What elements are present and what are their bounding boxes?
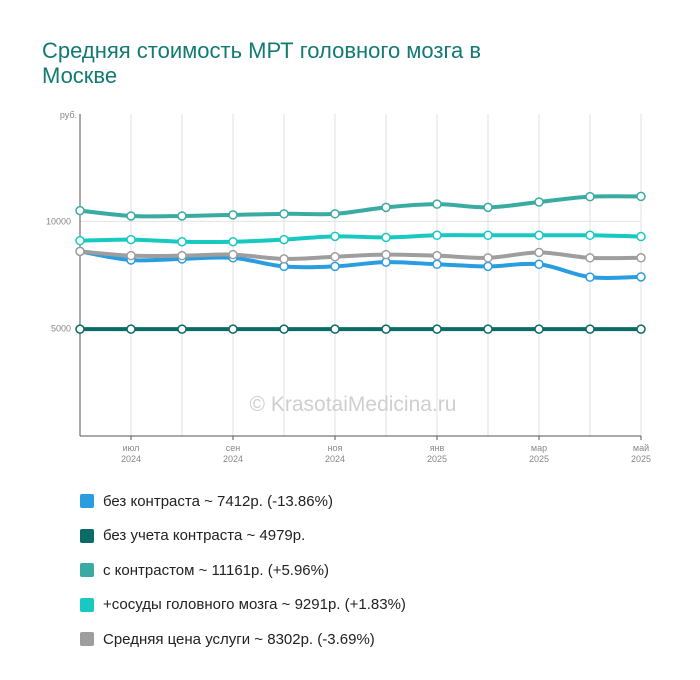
x-tick-label-year: 2025 <box>427 454 447 464</box>
x-tick-label-month: май <box>633 443 649 453</box>
y-tick-label: 10000 <box>46 216 71 226</box>
legend-label: без контраста ~ 7412р. (-13.86%) <box>103 492 333 510</box>
data-point <box>483 261 493 272</box>
x-tick-label-month: июл <box>123 443 140 453</box>
data-point <box>534 324 544 334</box>
legend-label: с контрастом ~ 11161р. (+5.96%) <box>103 561 329 579</box>
series-lines <box>78 194 643 332</box>
data-point <box>636 272 646 282</box>
y-unit-label: руб. <box>60 110 77 120</box>
x-tick-label-month: ноя <box>328 443 343 453</box>
data-point <box>636 324 646 334</box>
series-points <box>75 191 646 334</box>
data-point <box>126 250 136 261</box>
data-point <box>432 230 442 241</box>
grid-lines <box>80 114 642 436</box>
legend: без контраста ~ 7412р. (-13.86%) без уче… <box>80 484 406 657</box>
x-tick-label-month: янв <box>430 443 445 453</box>
chart-title: Средняя стоимость МРТ головного мозга в … <box>42 38 482 88</box>
data-point <box>585 230 595 241</box>
data-point <box>279 324 289 334</box>
data-point <box>483 253 493 263</box>
legend-item-with-contrast[interactable]: с контрастом ~ 11161р. (+5.96%) <box>80 553 406 588</box>
legend-label: без учета контраста ~ 4979р. <box>103 527 306 545</box>
data-point <box>381 324 391 334</box>
legend-item-brain-vessels[interactable]: +сосуды головного мозга ~ 9291р. (+1.83%… <box>80 588 406 623</box>
data-point <box>483 230 493 241</box>
data-point <box>228 249 238 260</box>
legend-swatch <box>80 563 94 578</box>
data-point <box>177 236 187 247</box>
x-tick-label-month: сен <box>226 443 241 453</box>
data-point <box>534 247 544 258</box>
legend-item-no-contrast[interactable]: без контраста ~ 7412р. (-13.86%) <box>80 484 406 519</box>
data-point <box>585 324 595 334</box>
line-chart: 500010000руб.июл2024сен2024ноя2024янв202… <box>46 110 651 464</box>
data-point <box>483 324 493 334</box>
x-tick-label-year: 2025 <box>631 454 651 464</box>
legend-swatch <box>80 494 94 509</box>
data-point <box>177 211 187 221</box>
data-point <box>75 324 85 334</box>
series-line <box>78 194 643 219</box>
legend-label: Средняя цена услуги ~ 8302р. (-3.69%) <box>103 630 375 648</box>
legend-item-without-contrast-accounting[interactable]: без учета контраста ~ 4979р. <box>80 519 406 554</box>
data-point <box>330 209 340 219</box>
y-tick-label: 5000 <box>51 324 71 334</box>
x-tick-label-month: мар <box>531 443 547 453</box>
data-point <box>381 202 391 213</box>
data-point <box>279 209 289 219</box>
data-point <box>330 252 340 262</box>
data-point <box>432 199 442 209</box>
x-tick-label-year: 2025 <box>529 454 549 464</box>
data-point <box>483 202 493 213</box>
data-point <box>534 230 544 241</box>
data-point <box>534 197 544 207</box>
legend-item-average-price[interactable]: Средняя цена услуги ~ 8302р. (-3.69%) <box>80 622 406 657</box>
data-point <box>330 231 340 242</box>
legend-swatch <box>80 632 94 647</box>
data-point <box>228 324 238 334</box>
series-line <box>78 233 643 244</box>
data-point <box>177 250 187 261</box>
data-point <box>636 191 646 202</box>
data-point <box>126 234 136 245</box>
data-point <box>228 236 238 247</box>
watermark: © KrasotaiMedicina.ru <box>250 393 457 416</box>
data-point <box>432 259 442 270</box>
data-point <box>75 246 85 257</box>
legend-label: +сосуды головного мозга ~ 9291р. (+1.83%… <box>103 596 406 614</box>
data-point <box>75 235 85 246</box>
data-point <box>330 324 340 334</box>
data-point <box>432 250 442 261</box>
x-tick-label-year: 2024 <box>223 454 243 464</box>
data-point <box>585 191 595 202</box>
x-tick-label-year: 2024 <box>325 454 345 464</box>
data-point <box>534 259 544 270</box>
legend-swatch <box>80 528 94 543</box>
data-point <box>432 324 442 334</box>
data-point <box>177 324 187 334</box>
data-point <box>279 254 289 264</box>
data-point <box>636 253 646 263</box>
data-point <box>228 210 238 220</box>
data-point <box>381 249 391 260</box>
series-line <box>78 249 643 261</box>
data-point <box>381 232 391 243</box>
x-tick-label-year: 2024 <box>121 454 141 464</box>
data-point <box>126 324 136 334</box>
data-point <box>126 211 136 221</box>
legend-swatch <box>80 597 94 612</box>
axes: 500010000руб.июл2024сен2024ноя2024янв202… <box>46 110 651 464</box>
data-point <box>585 253 595 263</box>
data-point <box>330 261 340 272</box>
data-point <box>585 272 595 282</box>
data-point <box>75 205 85 216</box>
data-point <box>279 234 289 245</box>
data-point <box>636 231 646 242</box>
